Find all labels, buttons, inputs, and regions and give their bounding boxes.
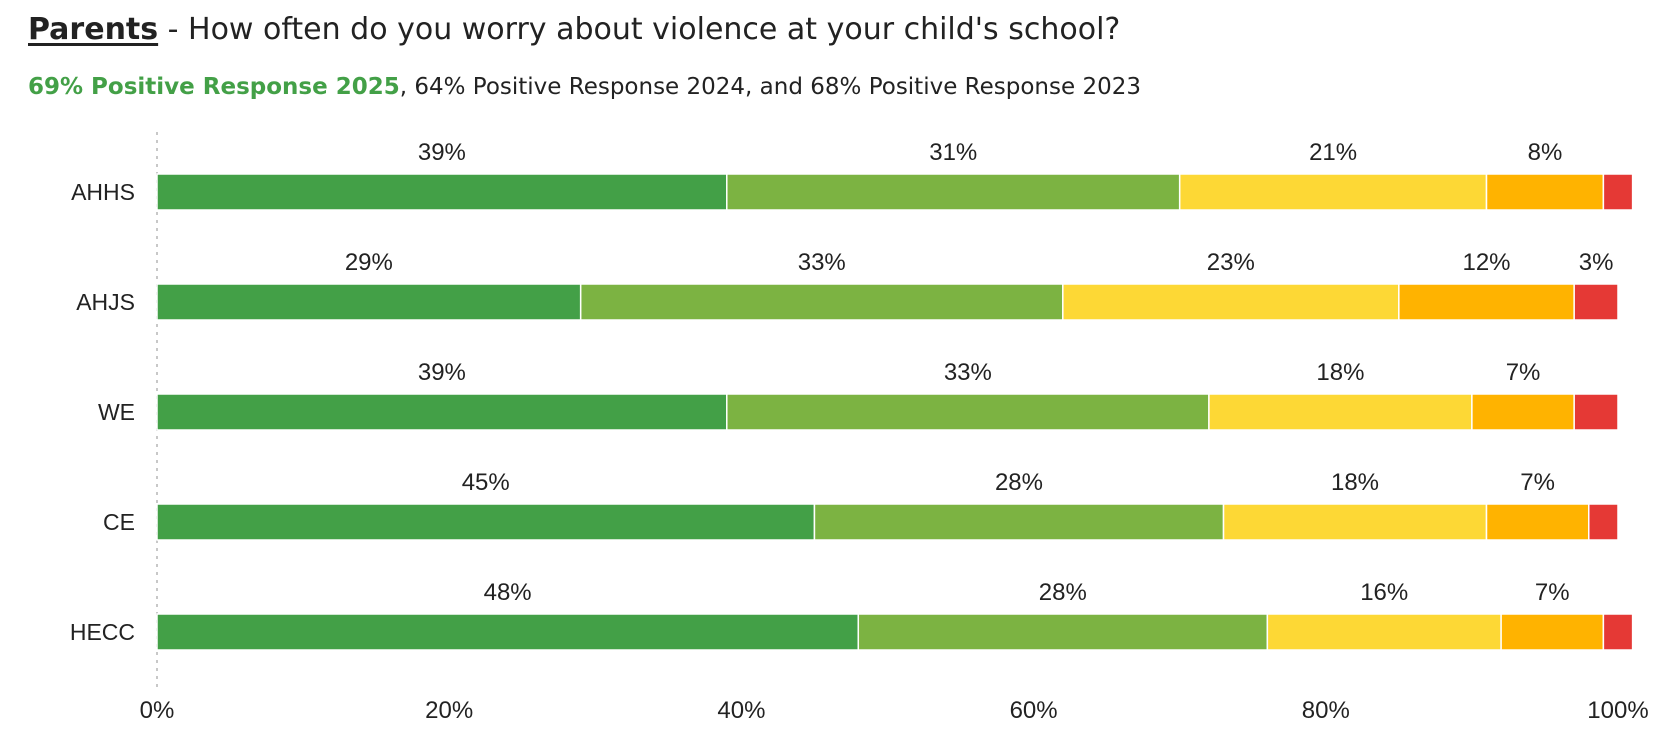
bar-hecc-seg3 <box>1266 613 1502 651</box>
bar-ce-seg1 <box>156 503 816 541</box>
bar-ahjs-seg4 <box>1398 283 1575 321</box>
data-label-we-seg2: 33% <box>944 359 992 386</box>
subtitle-rest: , 64% Positive Response 2024, and 68% Po… <box>399 74 1141 100</box>
bar-hecc-seg2 <box>857 613 1269 651</box>
data-label-hecc-seg3: 16% <box>1360 579 1408 606</box>
data-label-ce-seg4: 7% <box>1520 469 1555 496</box>
data-label-we-seg4: 7% <box>1506 359 1541 386</box>
data-label-we-seg3: 18% <box>1316 359 1364 386</box>
bar-ahjs-seg2 <box>579 283 1064 321</box>
category-label-hecc: HECC <box>70 619 135 645</box>
bar-ahhs-seg3 <box>1178 173 1488 211</box>
x-tick-label-4: 80% <box>1302 697 1350 724</box>
bar-we-seg2 <box>726 393 1210 431</box>
x-tick-label-2: 40% <box>717 697 765 724</box>
data-label-we-seg1: 39% <box>418 359 466 386</box>
bar-we-seg4 <box>1471 393 1575 431</box>
bar-ce-seg3 <box>1222 503 1488 541</box>
x-tick-label-1: 20% <box>425 697 473 724</box>
bar-ce-seg2 <box>813 503 1225 541</box>
data-label-ce-seg3: 18% <box>1331 469 1379 496</box>
data-label-hecc-seg4: 7% <box>1535 579 1570 606</box>
bar-ahhs-seg1 <box>156 173 728 211</box>
data-label-hecc-seg2: 28% <box>1039 579 1087 606</box>
bar-ce-seg4 <box>1485 503 1590 541</box>
data-label-ahjs-seg5: 3% <box>1579 249 1614 276</box>
bar-ahjs-seg3 <box>1062 283 1400 321</box>
data-label-ahhs-seg4: 8% <box>1528 139 1563 166</box>
bar-we-seg1 <box>156 393 728 431</box>
x-tick-label-5: 100% <box>1587 697 1648 724</box>
bar-ahhs-seg5 <box>1602 173 1634 211</box>
bar-we-seg5 <box>1573 393 1619 431</box>
bar-ahjs-seg1 <box>156 283 582 321</box>
x-tick-label-3: 60% <box>1010 697 1058 724</box>
bar-ce-seg5 <box>1588 503 1619 541</box>
bar-hecc-seg1 <box>156 613 860 651</box>
data-label-ahjs-seg3: 23% <box>1207 249 1255 276</box>
data-label-ahjs-seg1: 29% <box>345 249 393 276</box>
chart-subtitle: 69% Positive Response 2025, 64% Positive… <box>28 74 1141 100</box>
subtitle-highlight: 69% Positive Response 2025 <box>28 74 400 100</box>
data-label-ce-seg2: 28% <box>995 469 1043 496</box>
category-label-ce: CE <box>103 509 135 535</box>
category-label-ahjs: AHJS <box>76 289 135 315</box>
bar-ahjs-seg5 <box>1573 283 1619 321</box>
data-label-ahhs-seg1: 39% <box>418 139 466 166</box>
bar-hecc-seg4 <box>1500 613 1605 651</box>
data-label-ahjs-seg4: 12% <box>1462 249 1510 276</box>
bar-ahhs-seg2 <box>726 173 1181 211</box>
bar-we-seg3 <box>1208 393 1473 431</box>
chart-title: Parents - How often do you worry about v… <box>28 12 1120 47</box>
category-label-we: WE <box>98 399 135 425</box>
data-label-ce-seg1: 45% <box>462 469 510 496</box>
data-label-ahhs-seg2: 31% <box>929 139 977 166</box>
title-question: - How often do you worry about violence … <box>158 12 1121 47</box>
data-label-ahjs-seg2: 33% <box>798 249 846 276</box>
bar-hecc-seg5 <box>1602 613 1634 651</box>
data-label-ahhs-seg3: 21% <box>1309 139 1357 166</box>
x-tick-label-0: 0% <box>140 697 175 724</box>
category-label-ahhs: AHHS <box>71 179 135 205</box>
data-label-hecc-seg1: 48% <box>484 579 532 606</box>
title-audience: Parents <box>28 12 159 47</box>
bar-ahhs-seg4 <box>1485 173 1605 211</box>
